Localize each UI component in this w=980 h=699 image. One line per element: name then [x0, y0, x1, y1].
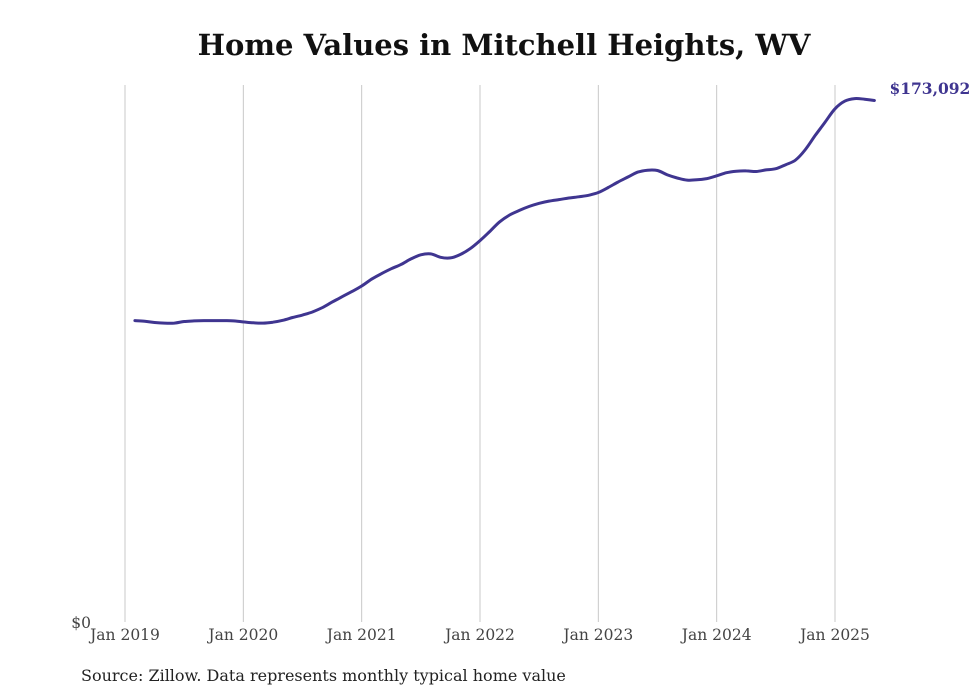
- x-tick-label: Jan 2024: [680, 626, 752, 644]
- chart-title: Home Values in Mitchell Heights, WV: [197, 28, 811, 62]
- x-tick-label: Jan 2020: [206, 626, 278, 644]
- x-tick-label: Jan 2019: [88, 626, 160, 644]
- x-tick-label: Jan 2025: [798, 626, 870, 644]
- source-note: Source: Zillow. Data represents monthly …: [81, 666, 566, 685]
- x-tick-label: Jan 2023: [561, 626, 633, 644]
- grid-lines: [124, 85, 836, 622]
- x-tick-label: Jan 2022: [443, 626, 515, 644]
- y-tick-label: $0: [71, 614, 91, 632]
- end-value-label: $173,092: [889, 79, 970, 98]
- y-tick-labels: $0: [71, 614, 91, 632]
- x-tick-labels: Jan 2019 Jan 2020 Jan 2021 Jan 2022 Jan 2023…: [88, 626, 870, 644]
- x-tick-label: Jan 2021: [325, 626, 397, 644]
- series-line-home-value: [133, 97, 876, 325]
